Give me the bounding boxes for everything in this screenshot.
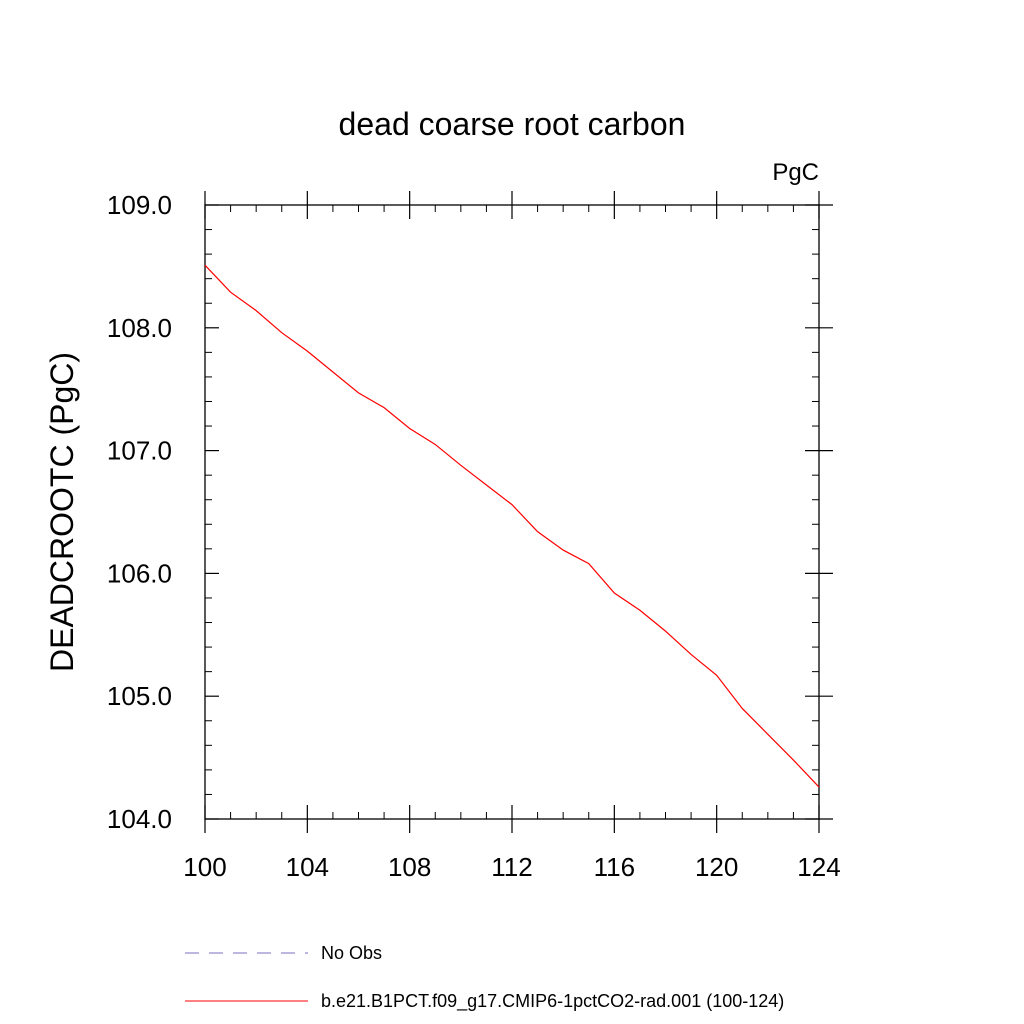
y-axis-ticks: 104.0 105.0 106.0 107.0 108.0 109.0 [107, 190, 833, 834]
x-axis-ticks: 100 104 108 112 116 120 124 [183, 191, 841, 882]
y-tick-label: 106.0 [107, 558, 172, 588]
series-line [204, 264, 820, 788]
plot-frame [204, 204, 820, 820]
x-tick-label: 104 [286, 852, 329, 882]
chart-title: dead coarse root carbon [339, 106, 686, 142]
y-tick-label: 105.0 [107, 681, 172, 711]
x-tick-label: 120 [695, 852, 738, 882]
x-tick-label: 112 [491, 852, 532, 882]
legend-label: No Obs [321, 943, 382, 963]
y-tick-label: 108.0 [107, 313, 172, 343]
series-layer [204, 264, 820, 788]
x-tick-label: 124 [797, 852, 840, 882]
y-tick-label: 109.0 [107, 190, 172, 220]
legend-label: b.e21.B1PCT.f09_g17.CMIP6-1pctCO2-rad.00… [321, 991, 784, 1012]
x-tick-label: 116 [594, 852, 635, 882]
x-tick-label: 108 [388, 852, 431, 882]
x-tick-label: 100 [183, 852, 226, 882]
legend: No Obs b.e21.B1PCT.f09_g17.CMIP6-1pctCO2-… [185, 943, 784, 1012]
y-axis-label: DEADCROOTC (PgC) [44, 352, 80, 672]
y-tick-label: 107.0 [107, 436, 172, 466]
y-tick-label: 104.0 [107, 804, 172, 834]
units-label: PgC [772, 159, 819, 186]
